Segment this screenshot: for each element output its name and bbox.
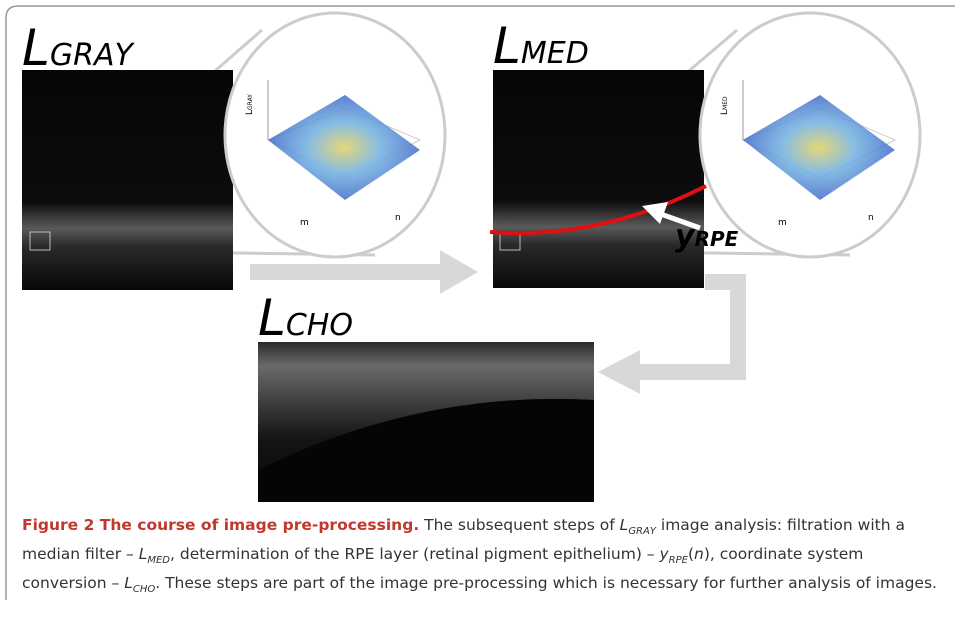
y-label: n <box>868 213 874 223</box>
frame <box>5 5 955 600</box>
y-label: n <box>395 213 401 223</box>
caption-text: L <box>138 545 148 564</box>
arrow-head <box>598 350 640 394</box>
caption-text: ), coordinate system conversion – <box>22 545 864 593</box>
caption-text: ( <box>687 545 695 564</box>
panel-label: LGRAY <box>22 19 135 77</box>
caption-text: MED <box>147 555 170 567</box>
rpe-arrow-head <box>642 202 668 224</box>
panel-label: LMED <box>493 17 589 75</box>
caption-text: L <box>619 516 629 534</box>
arrow-head <box>440 250 478 294</box>
caption-text: image analysis: filtration with a median… <box>22 516 905 564</box>
caption-text: GRAY <box>628 526 656 538</box>
caption-text: . These steps are part of the image pre-… <box>155 574 937 593</box>
x-label: m <box>300 218 309 228</box>
panel-label: LCHO <box>258 289 353 347</box>
caption-text: y <box>659 545 669 564</box>
caption: Figure 2 The course of image pre-process… <box>22 514 937 601</box>
caption-text: The subsequent steps of <box>419 516 620 534</box>
arrow <box>630 274 746 380</box>
x-label: m <box>778 218 787 228</box>
caption-title: Figure 2 The course of image pre-process… <box>22 516 420 534</box>
cho-dark <box>258 398 594 502</box>
caption-text: , determination of the RPE layer (retina… <box>170 545 660 564</box>
plot-3d <box>266 80 422 200</box>
caption-text: CHO <box>132 584 156 596</box>
roi <box>29 231 51 251</box>
rpe-label: yRPE <box>675 219 739 254</box>
caption-text: n <box>694 545 704 564</box>
caption-text: RPE <box>668 555 688 567</box>
z-label: LGRAY <box>245 94 255 115</box>
z-label: LMED <box>720 96 730 115</box>
caption-text: L <box>124 574 133 593</box>
plot-3d <box>741 80 897 200</box>
oct-image <box>493 70 704 288</box>
oct-image <box>22 70 233 290</box>
rpe-curve <box>489 184 707 236</box>
